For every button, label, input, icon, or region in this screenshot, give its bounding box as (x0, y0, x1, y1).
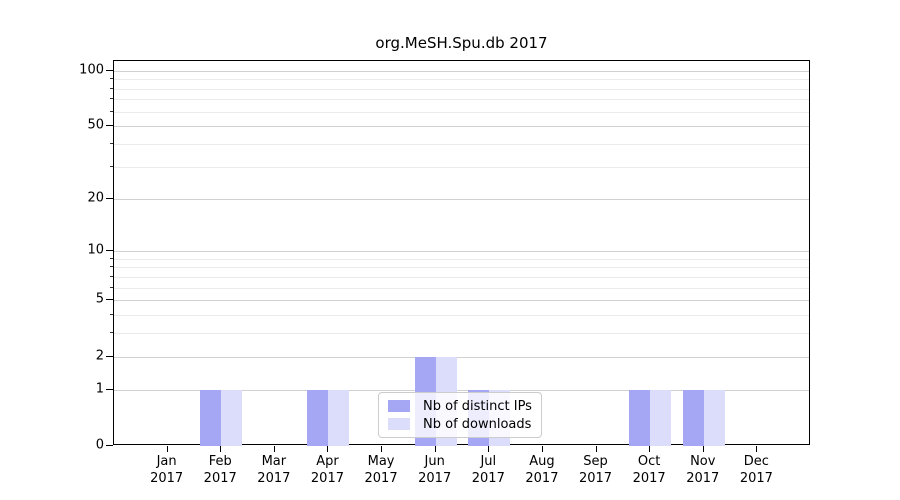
bar-downloads (221, 389, 243, 446)
minor-gridline (114, 276, 809, 278)
x-tick-label: Sep 2017 (578, 454, 613, 486)
legend-label-distinct-ips: Nb of distinct IPs (423, 398, 532, 414)
legend: Nb of distinct IPs Nb of downloads (378, 392, 542, 438)
legend-item-distinct-ips: Nb of distinct IPs (388, 399, 532, 414)
y-tick-label: 2 (95, 348, 104, 364)
y-tick (106, 299, 113, 301)
major-gridline (114, 356, 809, 358)
y-tick-label: 50 (87, 117, 104, 133)
x-tick (702, 446, 704, 452)
x-tick (649, 446, 651, 452)
bar-downloads (703, 389, 725, 446)
y-tick-label: 20 (87, 190, 104, 205)
y-tick (106, 355, 113, 357)
y-tick-label: 0 (95, 437, 104, 453)
bar-distinct-ips (200, 389, 222, 446)
minor-gridline (114, 79, 809, 81)
bar-downloads (328, 389, 350, 446)
major-gridline (114, 126, 809, 128)
minor-gridline (114, 166, 809, 168)
chart-title: org.MeSH.Spu.db 2017 (375, 34, 548, 52)
y-tick (106, 445, 113, 446)
major-gridline (114, 251, 809, 253)
x-tick (541, 446, 543, 452)
x-tick-label: Nov 2017 (686, 454, 720, 486)
x-tick-label: Feb 2017 (203, 454, 237, 486)
bar-downloads (650, 389, 672, 446)
x-tick-label: Dec 2017 (739, 454, 773, 486)
legend-label-downloads: Nb of downloads (423, 416, 532, 432)
minor-gridline (114, 315, 809, 317)
minor-gridline (114, 99, 809, 101)
major-gridline (114, 70, 809, 72)
x-tick-label: Jan 2017 (150, 454, 184, 486)
y-tick (106, 250, 113, 252)
x-tick-label: Jul 2017 (471, 454, 505, 486)
x-tick (220, 446, 222, 452)
legend-item-downloads: Nb of downloads (388, 417, 532, 432)
y-tick-label: 10 (87, 242, 104, 258)
y-tick-label: 100 (79, 62, 104, 78)
x-tick-label: Aug 2017 (525, 454, 559, 486)
x-tick-label: Mar 2017 (257, 454, 291, 486)
legend-swatch-distinct-ips (388, 400, 410, 412)
bar-distinct-ips (629, 389, 651, 446)
bar-distinct-ips (682, 389, 704, 446)
major-gridline (114, 300, 809, 302)
minor-gridline (114, 258, 809, 260)
minor-gridline (114, 287, 809, 289)
y-tick (106, 69, 113, 71)
x-tick (273, 446, 275, 452)
x-tick (381, 446, 383, 452)
x-tick-label: Jun 2017 (418, 454, 452, 486)
x-tick (756, 446, 758, 452)
plot-area (113, 60, 810, 446)
minor-gridline (114, 144, 809, 146)
x-tick (166, 446, 168, 452)
x-tick (488, 446, 490, 452)
x-tick (595, 446, 597, 452)
major-gridline (114, 198, 809, 200)
minor-gridline (114, 267, 809, 269)
x-tick-label: Oct 2017 (632, 454, 666, 486)
y-tick (106, 197, 113, 199)
x-tick-label: May 2017 (364, 454, 398, 486)
bar-distinct-ips (307, 389, 329, 446)
y-tick-label: 5 (95, 291, 104, 307)
y-tick (106, 388, 113, 390)
y-tick (106, 125, 113, 127)
minor-gridline (114, 111, 809, 113)
major-gridline (114, 389, 809, 391)
minor-gridline (114, 88, 809, 90)
x-tick (434, 446, 436, 452)
minor-gridline (114, 333, 809, 335)
legend-swatch-downloads (388, 418, 410, 430)
x-tick-label: Apr 2017 (310, 454, 344, 486)
y-tick-label: 1 (95, 381, 104, 397)
x-tick (327, 446, 329, 452)
